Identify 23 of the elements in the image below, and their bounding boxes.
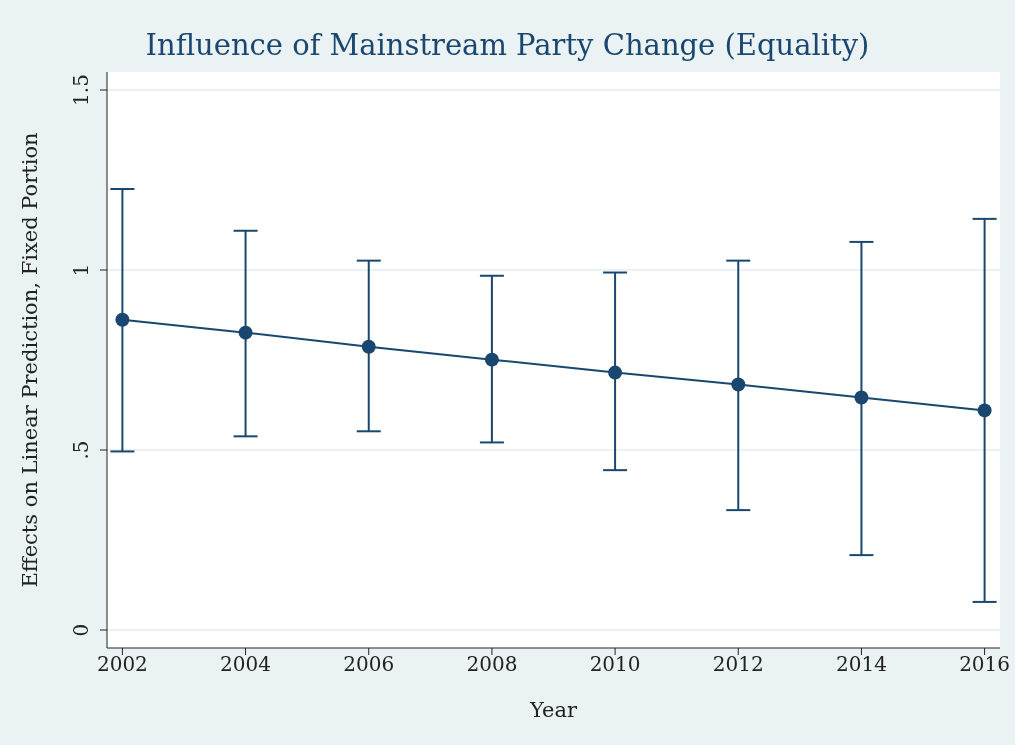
point <box>977 403 992 418</box>
x-tick-label: 2010 <box>589 652 641 677</box>
point <box>115 312 130 327</box>
y-tick-label: 0 <box>69 623 93 637</box>
y-tick-label: .5 <box>69 440 93 460</box>
x-tick-label: 2004 <box>220 652 272 677</box>
point <box>484 352 499 367</box>
x-tick-label: 2002 <box>96 652 148 677</box>
point <box>238 325 253 340</box>
point <box>854 390 869 405</box>
x-tick-label: 2008 <box>466 652 518 677</box>
x-tick-label: 2014 <box>835 652 887 677</box>
y-axis-title: Effects on Linear Prediction, Fixed Portion <box>18 132 43 588</box>
x-tick-label: 2016 <box>959 652 1011 677</box>
x-tick-label: 2012 <box>712 652 764 677</box>
x-tick-label: 2006 <box>343 652 395 677</box>
y-tick-label: 1.5 <box>69 74 93 106</box>
point <box>731 377 746 392</box>
point <box>608 365 623 380</box>
chart-title: Influence of Mainstream Party Change (Equality) <box>144 28 871 62</box>
point <box>361 339 376 354</box>
x-axis-title: Year <box>528 698 578 722</box>
y-tick-label: 1 <box>69 263 93 277</box>
